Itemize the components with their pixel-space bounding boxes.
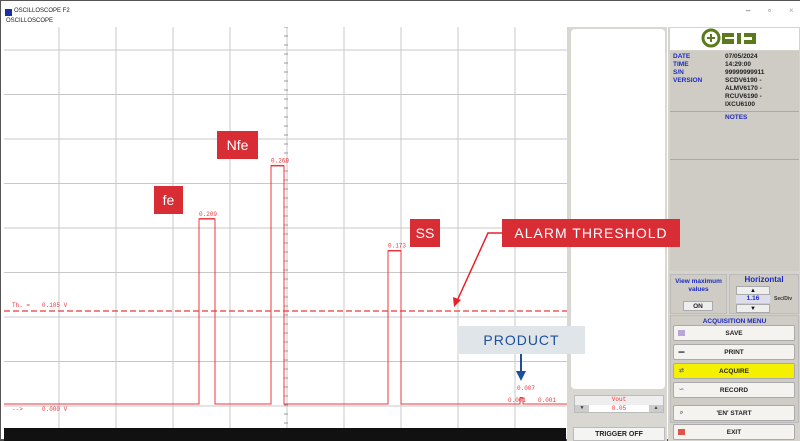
acquire-label: ACQUIRE xyxy=(719,368,749,375)
horizontal-down-button[interactable]: ▼ xyxy=(736,304,770,313)
app-icon xyxy=(5,9,12,16)
window-subtitle: OSCILLOSCOPE xyxy=(6,18,54,24)
print-button[interactable]: ▬ PRINT xyxy=(673,344,795,360)
product-min-label: 0.001 xyxy=(508,397,526,404)
logo-icon xyxy=(701,28,756,48)
horizontal-up-button[interactable]: ▲ xyxy=(736,286,770,295)
alarm-threshold-callout: ALARM THRESHOLD xyxy=(502,219,680,247)
version-value-4: IXCU6100 xyxy=(725,101,755,108)
baseline-label: --> xyxy=(12,406,23,413)
save-label: SAVE xyxy=(725,330,743,337)
peak-label-SS: 0.173 xyxy=(388,243,406,250)
minimize-button[interactable]: – xyxy=(746,6,751,15)
view-max-panel: View maximum values ON xyxy=(670,274,727,314)
fe-callout: fe xyxy=(154,186,183,214)
version-value-3: RCUV6190 - xyxy=(725,93,762,100)
save-button[interactable]: SAVE xyxy=(673,325,795,341)
vout-down-button[interactable]: ▼ xyxy=(575,404,589,412)
sn-key: S/N xyxy=(673,69,684,76)
peak-label-PRODUCT: 0.007 xyxy=(517,385,535,392)
date-key: DATE xyxy=(673,53,691,60)
en-start-button[interactable]: ⌕ 'EN' START xyxy=(673,405,795,421)
refresh-icon: ⇄ xyxy=(678,368,685,374)
device-info: DATE 07/05/2024 TIME 14:29:00 S/N 999999… xyxy=(670,51,799,111)
en-start-label: 'EN' START xyxy=(716,410,752,417)
exit-button[interactable]: EXIT xyxy=(673,424,795,440)
peak-label-Nfe: 0.269 xyxy=(271,158,289,165)
printer-icon: ▬ xyxy=(678,349,685,355)
exit-label: EXIT xyxy=(726,429,742,436)
horizontal-unit: Sec/Div xyxy=(774,296,793,302)
date-value: 07/05/2024 xyxy=(725,53,758,60)
print-label: PRINT xyxy=(724,349,744,356)
acquire-button[interactable]: ⇄ ACQUIRE xyxy=(673,363,795,379)
record-label: RECORD xyxy=(719,387,749,394)
peak-label-fe: 0.209 xyxy=(199,211,217,218)
exit-icon xyxy=(678,429,685,435)
horizontal-title: Horizontal xyxy=(744,275,784,284)
product-callout: PRODUCT xyxy=(458,326,585,354)
horizontal-value: 1.16 xyxy=(736,295,770,303)
vout-up-button[interactable]: ▲ xyxy=(649,404,663,412)
threshold-value: 0.105 V xyxy=(42,302,68,309)
ceia-logo xyxy=(670,28,799,50)
title-bar: OSCILLOSCOPE F2 OSCILLOSCOPE – ▫ × xyxy=(1,1,800,27)
window-title: OSCILLOSCOPE F2 xyxy=(14,8,70,14)
vout-control: Vout ▼ 0.05 ▲ xyxy=(574,395,664,413)
version-key: VERSION xyxy=(673,77,703,84)
time-key: TIME xyxy=(673,61,689,68)
threshold-label: Th. = xyxy=(12,302,30,309)
trigger-off-button[interactable]: TRIGGER OFF xyxy=(573,427,665,441)
maximize-button[interactable]: ▫ xyxy=(768,6,771,15)
view-max-label: View maximum values xyxy=(675,278,722,293)
scroll-bar[interactable] xyxy=(4,428,566,441)
close-button[interactable]: × xyxy=(789,6,794,15)
blank-panel xyxy=(670,159,799,271)
oscilloscope-plot: Th. = 0.105 V --> 0.000 V 0.209 0.269 0.173 0.0… xyxy=(4,27,567,428)
horizontal-panel: Horizontal ▲ 1.16 Sec/Div ▼ xyxy=(729,274,799,314)
time-value: 14:29:00 xyxy=(725,61,752,68)
vout-label: Vout xyxy=(611,396,627,403)
version-value-1: SCDV6190 - xyxy=(725,77,762,84)
floppy-icon xyxy=(678,330,685,336)
record-button[interactable]: ∽ RECORD xyxy=(673,382,795,398)
search-icon: ⌕ xyxy=(679,410,684,416)
signal-trace xyxy=(4,165,567,405)
view-max-on-button[interactable]: ON xyxy=(683,301,713,311)
sn-value: 99999999911 xyxy=(725,69,765,76)
version-value-2: ALMV6170 - xyxy=(725,85,762,92)
vout-value[interactable]: 0.05 xyxy=(589,404,649,412)
notes-panel: NOTES xyxy=(670,111,799,159)
product-end-label: 0.001 xyxy=(538,397,556,404)
trigger-display xyxy=(571,29,665,389)
ss-callout: SS xyxy=(410,219,440,247)
acquisition-title: ACQUISITION MENU xyxy=(702,318,767,325)
record-icon: ∽ xyxy=(678,387,685,393)
nfe-callout: Nfe xyxy=(217,131,258,159)
notes-label: NOTES xyxy=(725,114,748,121)
baseline-value: 0.000 V xyxy=(42,406,68,413)
